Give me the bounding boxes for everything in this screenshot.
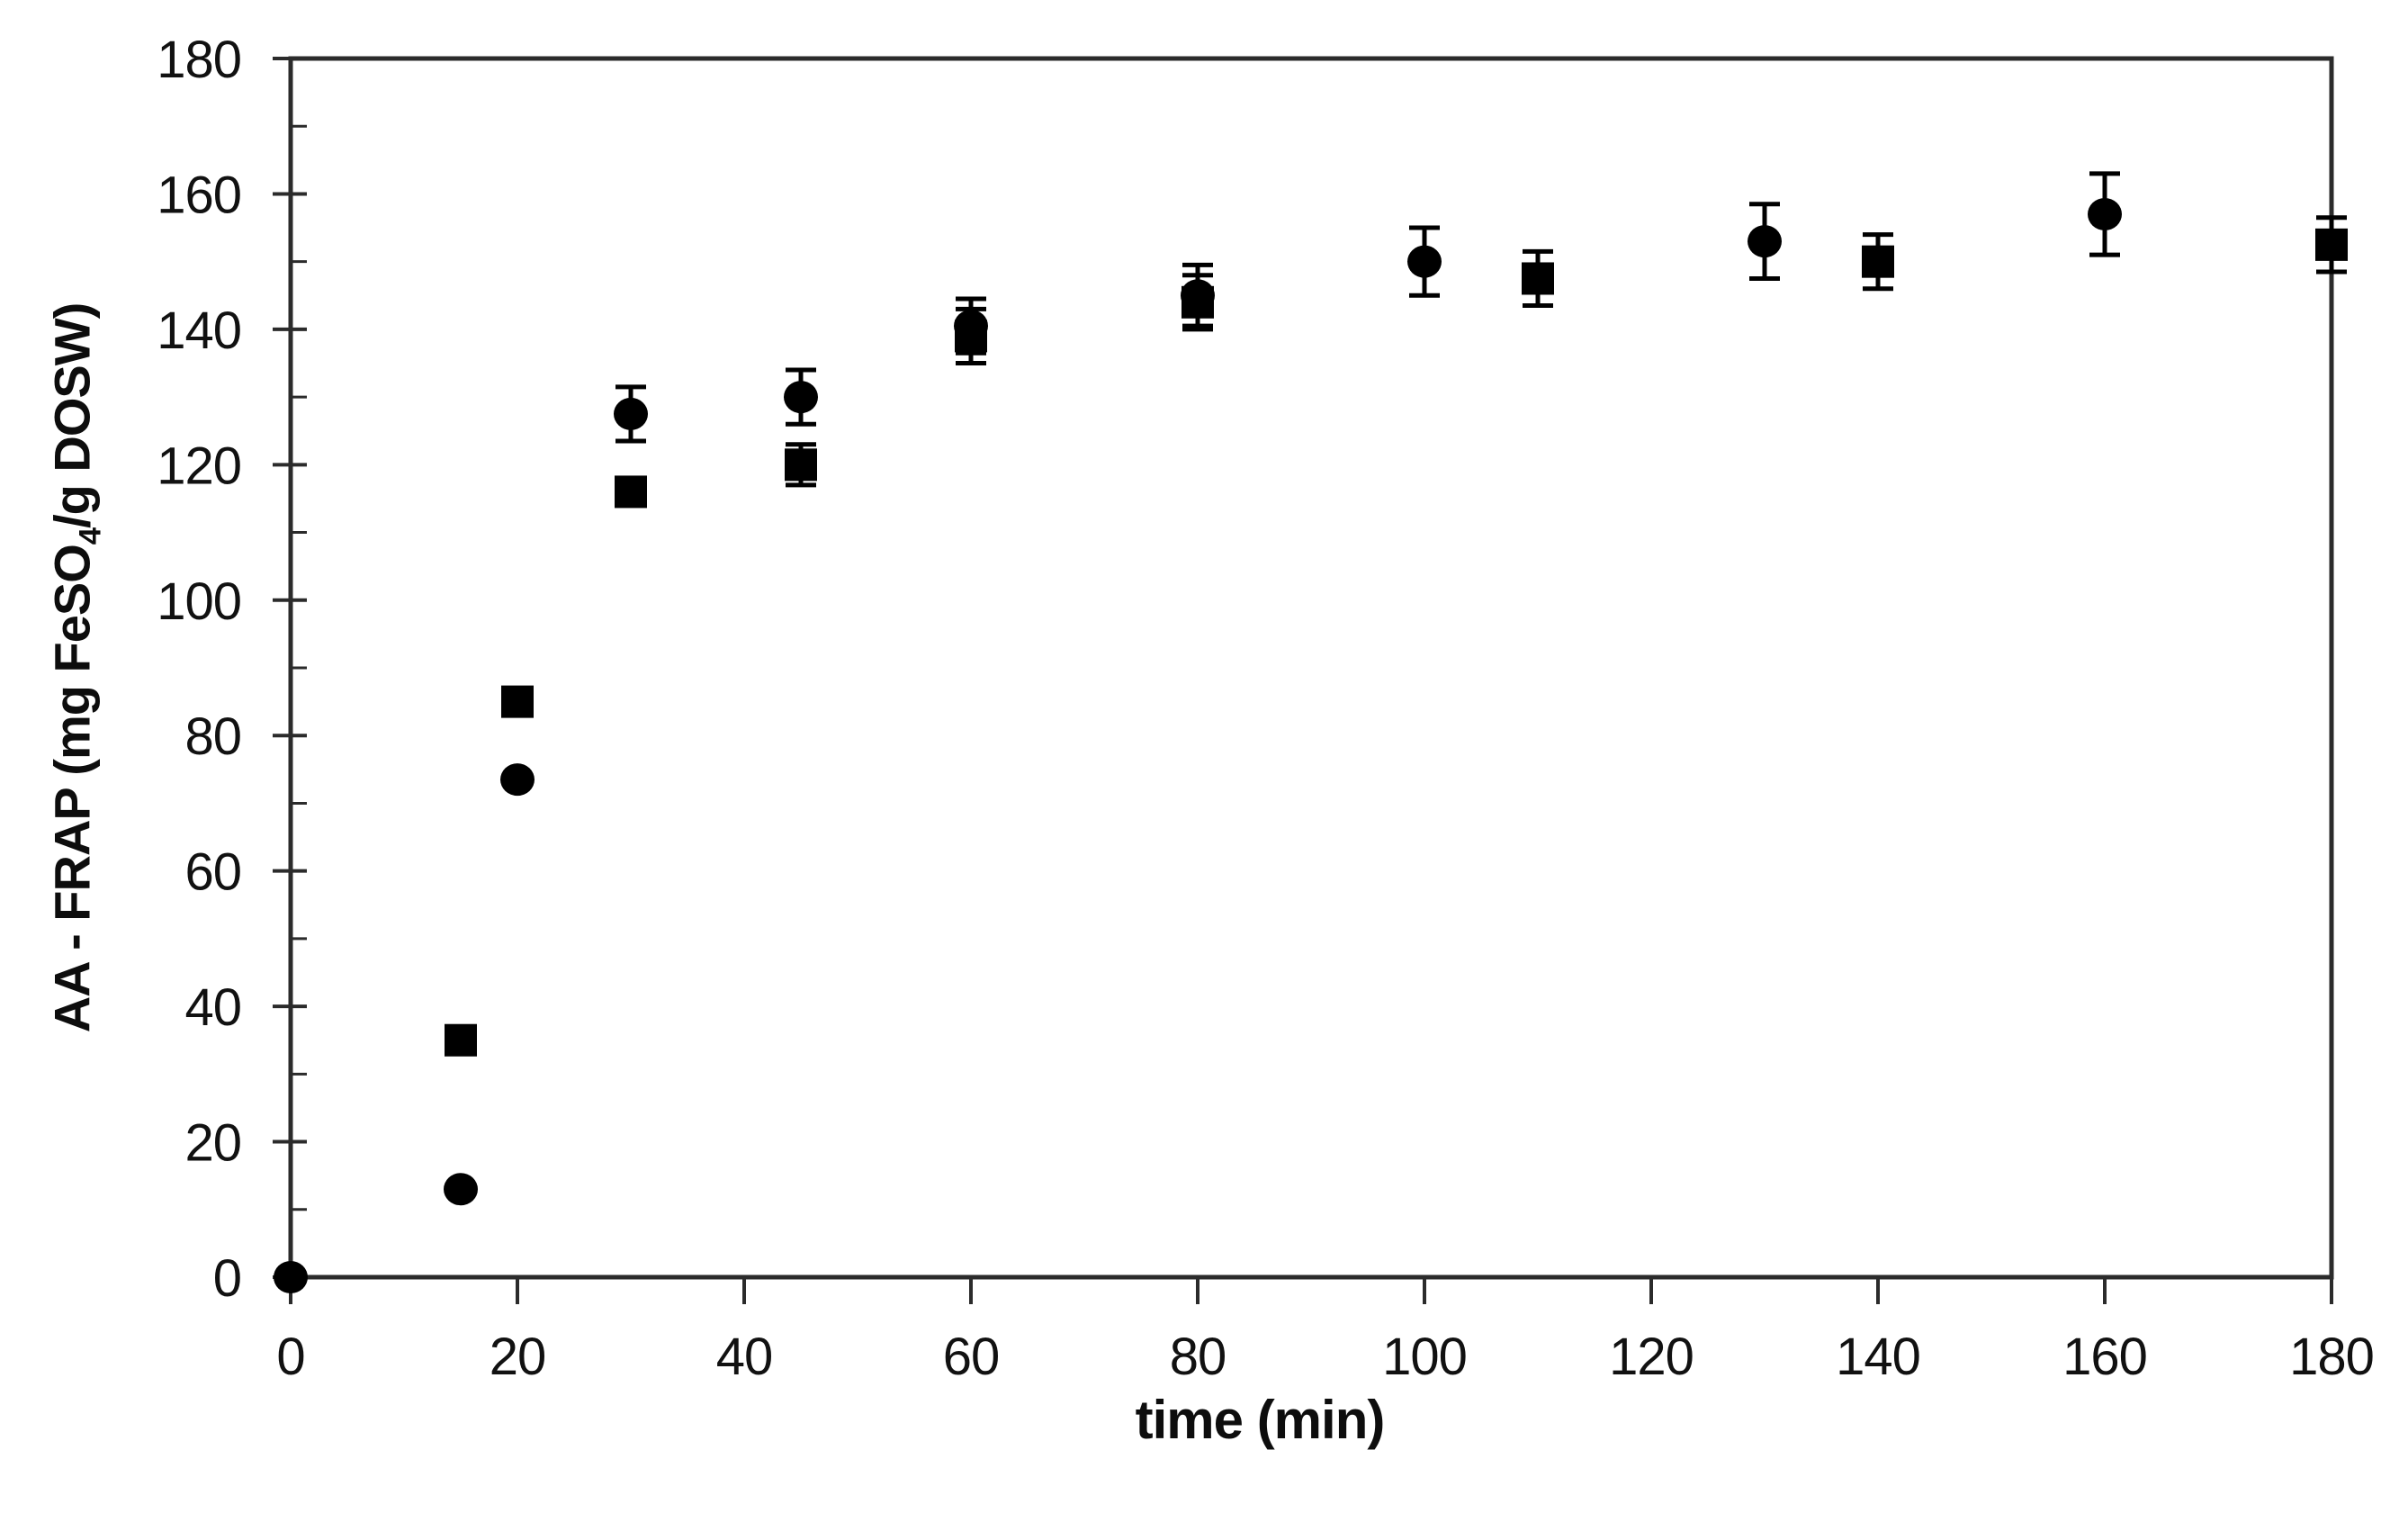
x-tick-label: 140 xyxy=(1836,1328,1920,1386)
x-tick-label: 80 xyxy=(1170,1328,1226,1386)
x-tick-label: 60 xyxy=(943,1328,1000,1386)
x-tick-label: 180 xyxy=(2289,1328,2374,1386)
y-tick-label: 140 xyxy=(157,302,241,360)
y-tick-label: 180 xyxy=(157,31,241,89)
circle-marker xyxy=(500,763,535,797)
y-axis-title: AA - FRAP (mg FeSO4/g DOSW) xyxy=(42,303,108,1033)
circle-marker xyxy=(614,397,648,430)
y-tick-label: 20 xyxy=(184,1114,241,1173)
square-marker xyxy=(615,475,647,509)
circle-marker xyxy=(274,1261,308,1293)
y-tick-label: 160 xyxy=(157,166,241,224)
circle-marker xyxy=(1181,279,1215,312)
y-tick-label: 100 xyxy=(157,572,241,631)
x-tick-label: 100 xyxy=(1382,1328,1467,1386)
circle-marker xyxy=(1407,245,1442,278)
square-marker xyxy=(501,685,534,718)
y-tick-label: 0 xyxy=(213,1249,241,1308)
y-tick-label: 80 xyxy=(184,707,241,766)
square-marker xyxy=(1862,245,1894,278)
circle-marker xyxy=(444,1173,478,1206)
y-axis-title-pre: AA - FRAP (mg FeSO xyxy=(43,545,101,1033)
x-axis-title: time (min) xyxy=(990,1389,1530,1451)
circle-marker xyxy=(1748,225,1782,258)
x-tick-label: 40 xyxy=(716,1328,773,1386)
x-tick-label: 0 xyxy=(276,1328,304,1386)
square-marker xyxy=(785,448,817,482)
circle-marker xyxy=(784,381,818,414)
y-tick-label: 60 xyxy=(184,843,241,902)
plot-frame xyxy=(288,56,2334,1280)
square-marker xyxy=(445,1023,477,1057)
circle-marker xyxy=(2088,198,2122,231)
y-tick-label: 40 xyxy=(184,978,241,1037)
square-marker xyxy=(2315,228,2348,261)
circle-marker xyxy=(954,310,988,343)
x-tick-label: 160 xyxy=(2062,1328,2147,1386)
x-axis-title-text: time (min) xyxy=(1135,1390,1386,1450)
y-axis-title-post: /g DOSW) xyxy=(43,302,101,528)
x-tick-label: 120 xyxy=(1609,1328,1694,1386)
y-tick-label: 120 xyxy=(157,437,241,495)
square-marker xyxy=(1522,262,1554,295)
x-tick-label: 20 xyxy=(490,1328,546,1386)
y-axis-title-subscript: 4 xyxy=(73,527,108,545)
